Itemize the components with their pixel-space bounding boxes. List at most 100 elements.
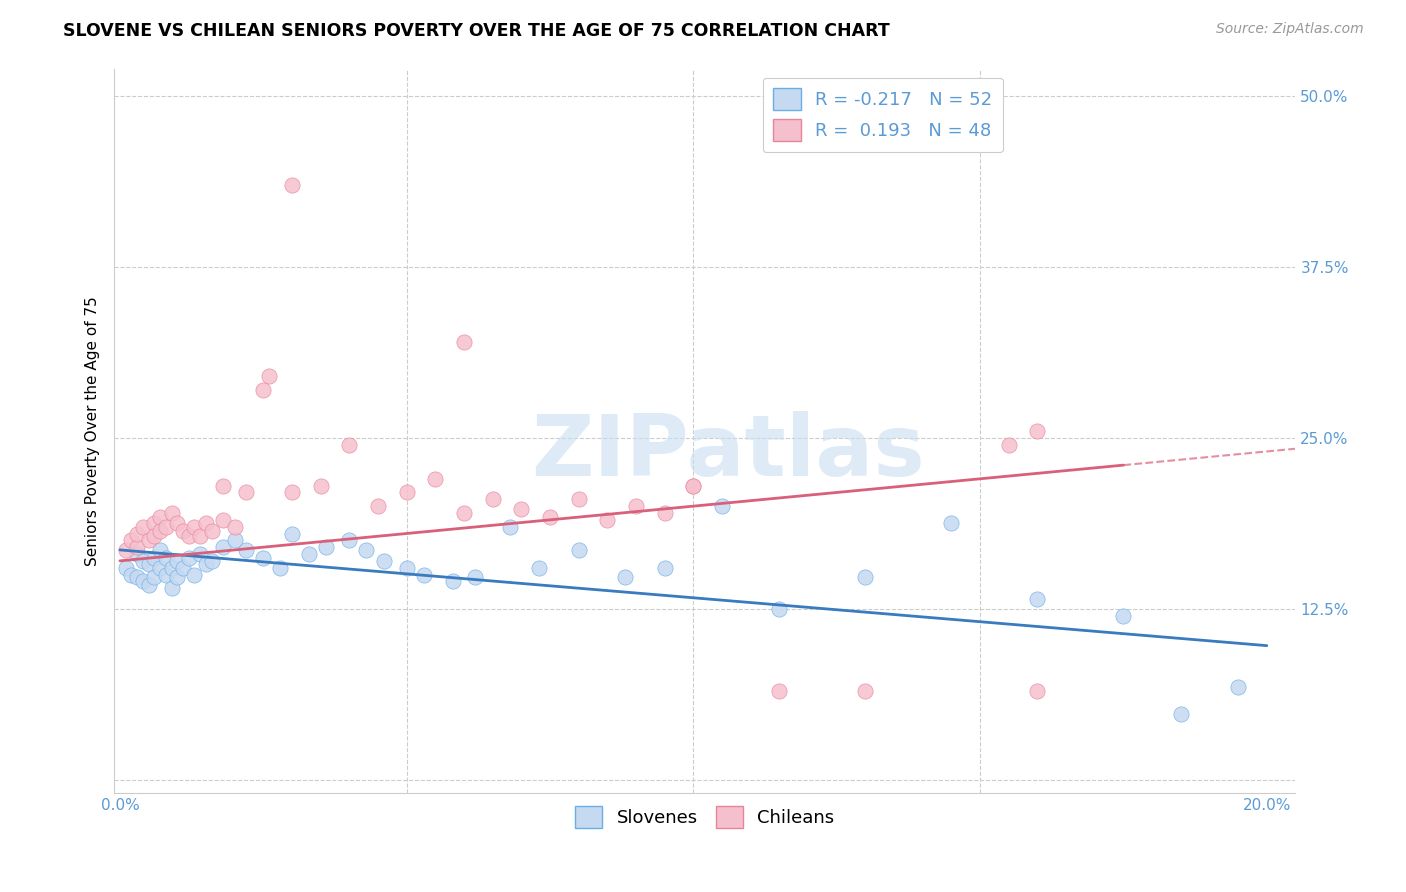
Point bbox=[149, 524, 172, 538]
Point bbox=[309, 478, 332, 492]
Point bbox=[132, 574, 155, 589]
Point bbox=[412, 567, 434, 582]
Point bbox=[281, 485, 304, 500]
Point bbox=[997, 437, 1019, 451]
Point bbox=[138, 557, 160, 571]
Point bbox=[568, 542, 591, 557]
Point bbox=[281, 178, 304, 192]
Point bbox=[453, 506, 475, 520]
Point bbox=[138, 578, 160, 592]
Point bbox=[212, 478, 235, 492]
Point bbox=[252, 383, 274, 397]
Point bbox=[155, 519, 177, 533]
Point bbox=[269, 560, 291, 574]
Point bbox=[224, 533, 246, 548]
Point bbox=[201, 524, 224, 538]
Point bbox=[1026, 424, 1049, 438]
Point bbox=[425, 472, 447, 486]
Point bbox=[682, 478, 704, 492]
Point bbox=[183, 519, 205, 533]
Point bbox=[711, 499, 734, 513]
Point bbox=[143, 570, 166, 584]
Point bbox=[613, 570, 636, 584]
Point bbox=[149, 542, 172, 557]
Point bbox=[143, 551, 166, 566]
Point bbox=[510, 502, 533, 516]
Point bbox=[160, 506, 183, 520]
Point bbox=[155, 567, 177, 582]
Point bbox=[596, 513, 619, 527]
Point bbox=[568, 492, 591, 507]
Point bbox=[481, 492, 503, 507]
Point bbox=[527, 560, 550, 574]
Point bbox=[654, 506, 676, 520]
Point bbox=[252, 551, 274, 566]
Point bbox=[1026, 592, 1049, 607]
Point bbox=[127, 526, 149, 541]
Point bbox=[654, 560, 676, 574]
Point bbox=[768, 601, 790, 615]
Point bbox=[155, 551, 177, 566]
Legend: Slovenes, Chileans: Slovenes, Chileans bbox=[568, 798, 842, 835]
Point bbox=[172, 524, 194, 538]
Point bbox=[188, 529, 211, 543]
Point bbox=[682, 478, 704, 492]
Text: Source: ZipAtlas.com: Source: ZipAtlas.com bbox=[1216, 22, 1364, 37]
Point bbox=[201, 554, 224, 568]
Point bbox=[337, 533, 360, 548]
Point bbox=[212, 513, 235, 527]
Point bbox=[373, 554, 395, 568]
Point bbox=[464, 570, 486, 584]
Point bbox=[235, 485, 257, 500]
Point bbox=[120, 533, 142, 548]
Point bbox=[114, 542, 136, 557]
Point bbox=[188, 547, 211, 561]
Point bbox=[138, 533, 160, 548]
Point bbox=[132, 519, 155, 533]
Point bbox=[166, 554, 188, 568]
Point bbox=[114, 560, 136, 574]
Point bbox=[149, 510, 172, 524]
Point bbox=[395, 485, 418, 500]
Point bbox=[441, 574, 464, 589]
Point bbox=[337, 437, 360, 451]
Point bbox=[768, 683, 790, 698]
Point bbox=[453, 334, 475, 349]
Point bbox=[356, 542, 378, 557]
Point bbox=[127, 547, 149, 561]
Text: SLOVENE VS CHILEAN SENIORS POVERTY OVER THE AGE OF 75 CORRELATION CHART: SLOVENE VS CHILEAN SENIORS POVERTY OVER … bbox=[63, 22, 890, 40]
Point bbox=[149, 560, 172, 574]
Point bbox=[177, 529, 200, 543]
Point bbox=[1170, 706, 1192, 721]
Point bbox=[281, 526, 304, 541]
Point bbox=[367, 499, 389, 513]
Text: ZIPatlas: ZIPatlas bbox=[531, 411, 925, 494]
Point bbox=[143, 516, 166, 530]
Point bbox=[1026, 683, 1049, 698]
Point bbox=[194, 557, 217, 571]
Point bbox=[160, 560, 183, 574]
Point bbox=[127, 570, 149, 584]
Point bbox=[177, 551, 200, 566]
Point bbox=[298, 547, 321, 561]
Point bbox=[257, 369, 280, 384]
Point bbox=[538, 510, 561, 524]
Point bbox=[624, 499, 647, 513]
Point bbox=[183, 567, 205, 582]
Point bbox=[853, 570, 876, 584]
Point bbox=[212, 540, 235, 554]
Point bbox=[166, 516, 188, 530]
Y-axis label: Seniors Poverty Over the Age of 75: Seniors Poverty Over the Age of 75 bbox=[86, 296, 100, 566]
Point bbox=[224, 519, 246, 533]
Point bbox=[172, 560, 194, 574]
Point bbox=[1112, 608, 1135, 623]
Point bbox=[235, 542, 257, 557]
Point bbox=[395, 560, 418, 574]
Point bbox=[1227, 680, 1250, 694]
Point bbox=[143, 529, 166, 543]
Point bbox=[315, 540, 337, 554]
Point bbox=[120, 567, 142, 582]
Point bbox=[941, 516, 963, 530]
Point bbox=[160, 581, 183, 595]
Point bbox=[166, 570, 188, 584]
